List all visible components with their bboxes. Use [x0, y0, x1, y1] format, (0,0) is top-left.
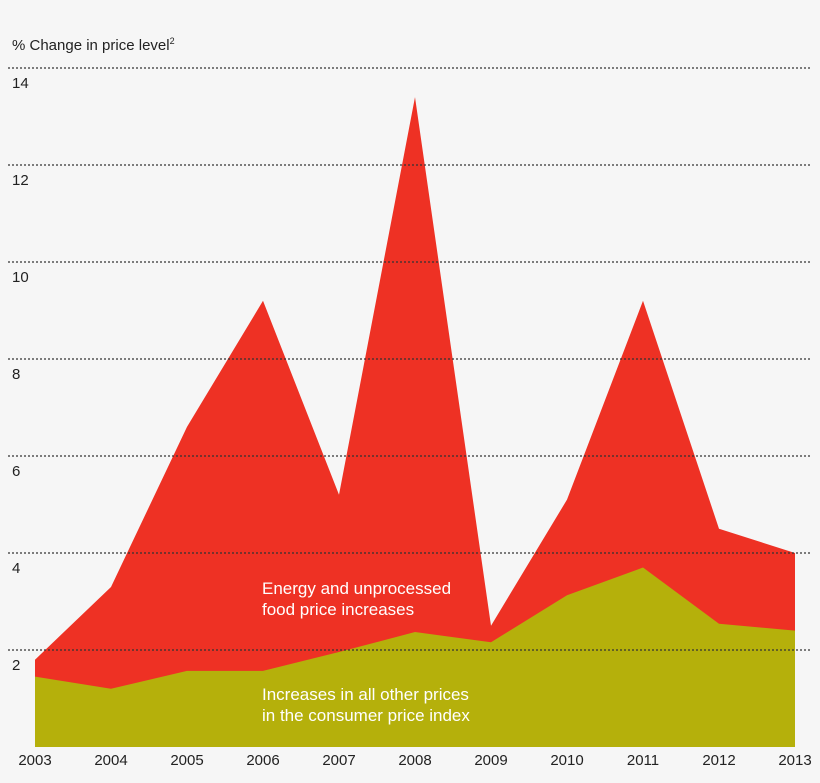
series-label: in the consumer price index	[262, 706, 470, 725]
x-tick-label: 2010	[550, 752, 583, 769]
y-tick-label: 10	[12, 269, 29, 286]
y-tick-label: 14	[12, 75, 29, 92]
x-tick-label: 2007	[322, 752, 355, 769]
y-tick-label: 12	[12, 172, 29, 189]
series-label: Increases in all other prices	[262, 685, 469, 704]
x-tick-label: 2003	[18, 752, 51, 769]
y-axis-title: % Change in price level2	[12, 36, 175, 54]
other-prices-area	[35, 567, 795, 747]
y-axis-title-text: % Change in price level	[12, 37, 170, 54]
x-tick-label: 2006	[246, 752, 279, 769]
y-tick-label: 4	[12, 560, 20, 577]
series-label: Energy and unprocessed	[262, 579, 451, 598]
y-axis-footnote: 2	[169, 36, 175, 46]
x-tick-label: 2004	[94, 752, 127, 769]
series-label: food price increases	[262, 600, 414, 619]
x-tick-label: 2012	[702, 752, 735, 769]
x-tick-label: 2013	[778, 752, 811, 769]
x-tick-label: 2009	[474, 752, 507, 769]
y-tick-label: 8	[12, 366, 20, 383]
y-tick-label: 2	[12, 657, 20, 674]
y-tick-label: 6	[12, 463, 20, 480]
x-tick-label: 2011	[627, 752, 659, 769]
x-tick-label: 2005	[170, 752, 203, 769]
x-tick-label: 2008	[398, 752, 431, 769]
